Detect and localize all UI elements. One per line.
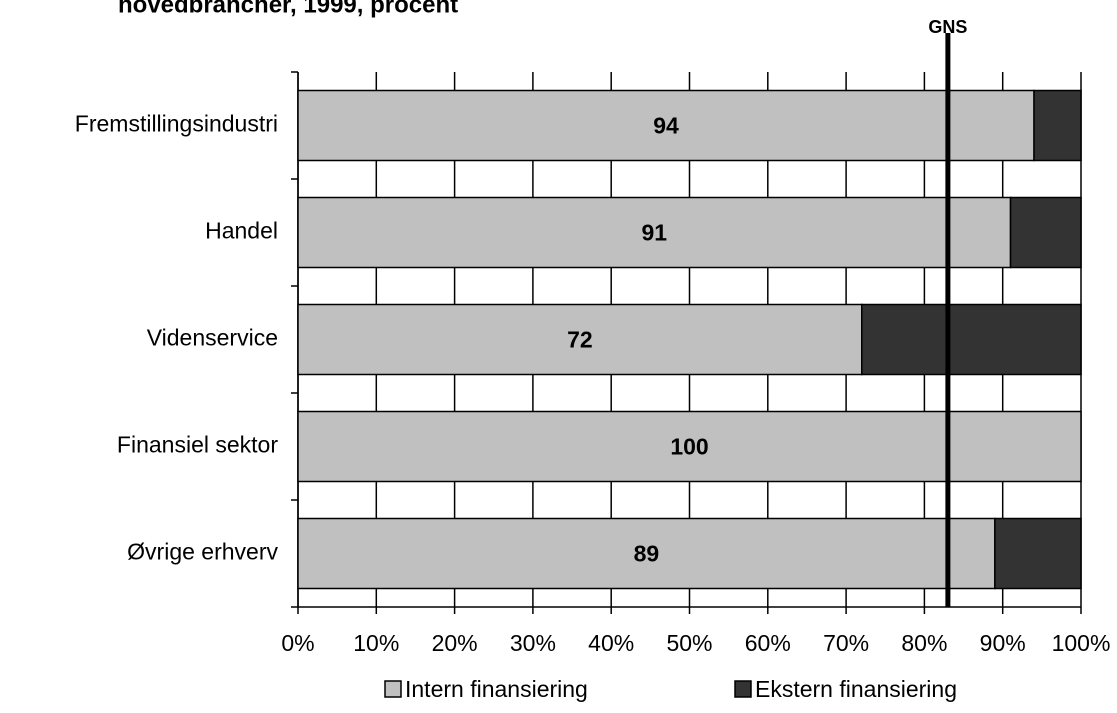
x-tick-label: 50% bbox=[666, 630, 712, 656]
chart-title: hovedbrancher, 1999, procent bbox=[118, 0, 458, 18]
bar-segment bbox=[1009, 196, 1082, 269]
x-tick-label: 40% bbox=[588, 630, 634, 656]
y-tick-label: Handel bbox=[205, 218, 278, 244]
x-tick-label: 30% bbox=[510, 630, 556, 656]
bar-segment bbox=[994, 517, 1082, 590]
legend-label: Ekstern finansiering bbox=[755, 676, 957, 702]
x-tick-label: 70% bbox=[823, 630, 869, 656]
data-label: 72 bbox=[567, 327, 593, 353]
bar-segment bbox=[861, 303, 1082, 376]
x-tick-label: 60% bbox=[745, 630, 791, 656]
data-label: 91 bbox=[641, 220, 667, 246]
x-tick-label: 10% bbox=[353, 630, 399, 656]
legend-swatch bbox=[734, 680, 752, 698]
data-label: 89 bbox=[634, 541, 660, 567]
reference-label: GNS bbox=[928, 17, 967, 37]
bar-segment bbox=[297, 303, 863, 376]
y-tick-label: Fremstillingsindustri bbox=[75, 111, 278, 137]
y-tick-label: Finansiel sektor bbox=[117, 432, 278, 458]
bar-segment bbox=[1033, 89, 1082, 162]
y-tick-label: Øvrige erhverv bbox=[127, 539, 278, 565]
bar-segment bbox=[297, 410, 1082, 483]
x-tick-label: 20% bbox=[432, 630, 478, 656]
x-tick-label: 0% bbox=[281, 630, 314, 656]
bar-segment bbox=[297, 517, 996, 590]
y-tick-label: Videnservice bbox=[147, 325, 278, 351]
x-tick-label: 100% bbox=[1052, 630, 1111, 656]
x-tick-label: 90% bbox=[980, 630, 1026, 656]
legend-swatch bbox=[384, 680, 402, 698]
data-label: 94 bbox=[653, 113, 679, 139]
legend-label: Intern finansiering bbox=[405, 676, 588, 702]
x-tick-label: 80% bbox=[901, 630, 947, 656]
data-label: 100 bbox=[670, 434, 708, 460]
